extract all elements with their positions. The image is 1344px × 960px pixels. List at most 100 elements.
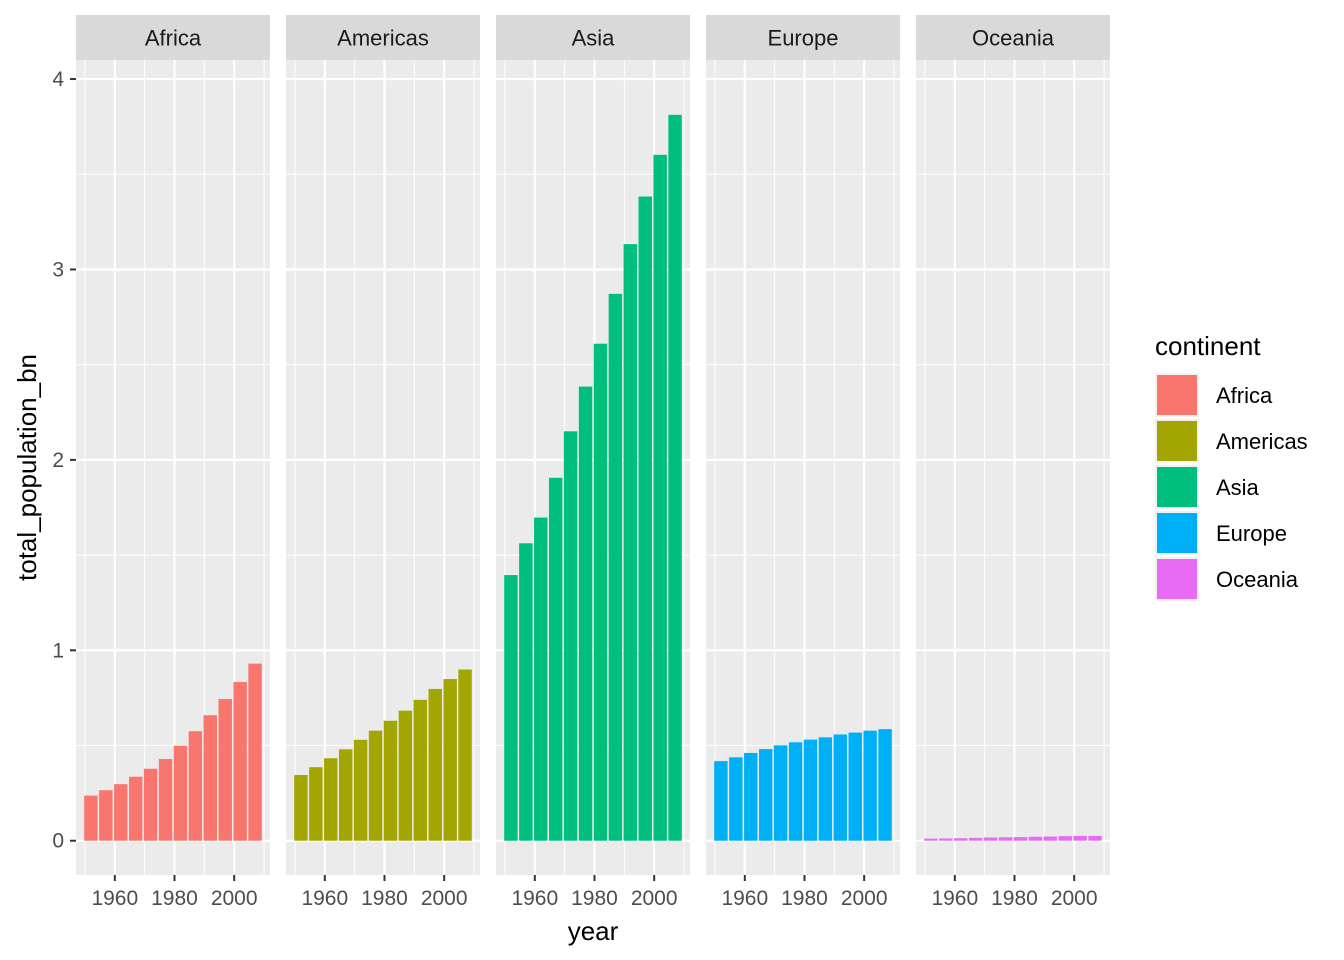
bar [548,477,563,841]
bar [1043,836,1058,841]
bar [608,293,623,841]
bar [158,759,173,841]
bar [668,114,682,841]
x-tick-label: 1960 [91,887,138,910]
facet-panel-americas: Americas 1960 1980 2000 [286,15,480,910]
bar [1088,835,1102,841]
bar [309,767,323,841]
facet-strip [286,15,480,60]
legend-item-label: Oceania [1216,567,1299,592]
x-tick-label: 2000 [841,887,888,910]
bar [504,575,518,841]
facet-panel-asia: Asia 1960 1980 2000 [496,15,690,910]
legend-item-oceania: Oceania [1155,557,1299,601]
bar [1058,836,1072,841]
facet-strip [496,15,690,60]
bar [968,837,983,841]
bar [128,776,143,841]
bar [173,745,188,841]
x-tick-label: 2000 [211,887,258,910]
x-tick-label: 2000 [631,887,678,910]
bar [998,837,1013,841]
bar [233,681,247,841]
panel-background [916,60,1110,875]
legend-item-africa: Africa [1155,373,1273,417]
bar [788,742,803,841]
legend-item-europe: Europe [1155,511,1287,555]
bar [368,730,383,841]
bar [203,715,218,841]
facet-panel-europe: Europe 1960 1980 2000 [706,15,900,910]
y-tick-label: 1 [52,639,64,662]
x-tick-label: 1980 [781,887,828,910]
bar [443,679,457,841]
x-tick-label: 2000 [1051,887,1098,910]
y-axis-title: total_population_bn [12,354,42,581]
bar [803,739,818,841]
legend-item-label: Europe [1216,521,1287,546]
y-tick-label: 0 [52,830,64,853]
bar [758,749,773,841]
bar [1028,836,1043,841]
bar [188,731,203,841]
y-tick-label: 4 [52,68,64,91]
x-tick-label: 1960 [301,887,348,910]
legend-title: continent [1155,331,1261,361]
bar [428,688,442,841]
legend-key-swatch [1157,375,1197,415]
x-axis-title: year [568,916,619,946]
bar [833,734,848,841]
bar [1013,837,1028,841]
bar [939,838,953,841]
bar [878,729,892,841]
legend: continent Africa Americas Asia Europe Oceani… [1155,331,1308,601]
x-tick-label: 1980 [361,887,408,910]
y-tick-label: 3 [52,258,64,281]
x-tick-label: 1980 [151,887,198,910]
bar [563,431,578,841]
facet-strip-label: Europe [768,26,839,51]
bar [818,737,833,841]
legend-item-americas: Americas [1155,419,1308,463]
legend-key-swatch [1157,513,1197,553]
facet-strip [76,15,270,60]
x-tick-label: 1980 [991,887,1038,910]
x-tick-label: 1960 [721,887,768,910]
bar [338,749,353,841]
legend-item-label: Africa [1216,383,1273,408]
bar [983,837,998,841]
bar [413,699,428,841]
bar [954,838,968,841]
bar [99,790,113,841]
bar [114,784,128,841]
x-tick-label: 2000 [421,887,468,910]
bar [744,752,758,841]
bar [593,343,608,841]
facet-panel-oceania: Oceania 1960 1980 2000 [916,15,1110,910]
facet-strip [706,15,900,60]
facet-panel-africa: Africa 1960 1980 2000 [76,15,270,910]
legend-item-label: Americas [1216,429,1308,454]
bar [848,732,862,841]
bar [458,669,472,841]
x-tick-label: 1980 [571,887,618,910]
y-axis: 0 1 2 3 4 [52,68,76,853]
bar [1073,835,1087,841]
legend-item-label: Asia [1216,475,1260,500]
bar [653,154,667,841]
facet-strip [916,15,1110,60]
legend-key-swatch [1157,421,1197,461]
y-tick-label: 2 [52,449,64,472]
facet-strip-label: Americas [337,26,429,51]
facet-strip-label: Asia [572,26,616,51]
bar [143,768,158,841]
bar [383,720,398,841]
legend-key-swatch [1157,559,1197,599]
bar [324,758,338,841]
bar [623,244,638,841]
bar [714,761,728,841]
legend-item-asia: Asia [1155,465,1260,509]
